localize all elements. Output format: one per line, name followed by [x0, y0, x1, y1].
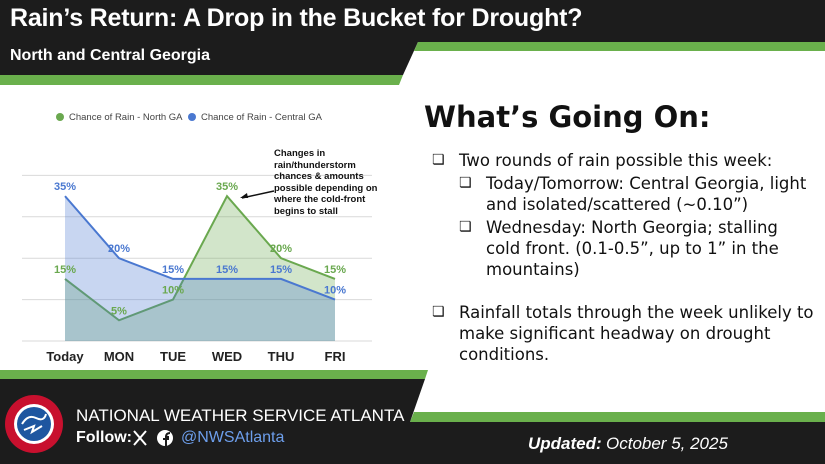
green-stripe	[0, 75, 403, 85]
green-stripe	[410, 412, 825, 422]
data-label: 15%	[216, 264, 238, 276]
data-label: 35%	[54, 181, 76, 193]
updated-label: Updated:	[528, 434, 602, 453]
data-label: 20%	[270, 243, 292, 255]
data-label: 15%	[162, 264, 184, 276]
annotation: Changes in rain/thunderstorm chances & a…	[274, 148, 378, 217]
area-fill	[65, 196, 335, 341]
sub-bullet-text: Wednesday: North Georgia; stalling cold …	[486, 218, 779, 279]
x-tick-label: MON	[104, 349, 134, 364]
bullet-icon: ❏	[459, 219, 472, 235]
footer-bar	[0, 379, 825, 464]
header-bar	[0, 0, 825, 42]
legend-label: Chance of Rain - Central GA	[201, 112, 323, 123]
legend-label: Chance of Rain - North GA	[69, 112, 183, 123]
bullet: ❏ Rainfall totals through the week unlike…	[432, 302, 817, 365]
data-label: 15%	[270, 264, 292, 276]
x-tick-label: TUE	[160, 349, 186, 364]
sub-bullet-text: Today/Tomorrow: Central Georgia, light a…	[486, 174, 807, 214]
plot-background	[0, 92, 400, 367]
data-label: 5%	[111, 305, 127, 317]
data-label: 35%	[216, 181, 238, 193]
bullet-icon: ❏	[432, 304, 445, 320]
x-tick-label: THU	[268, 349, 295, 364]
annotation-box: Changes in rain/thunderstorm chances & a…	[274, 148, 378, 217]
title: Rain’s Return: A Drop in the Bucket for …	[10, 4, 583, 32]
area-line	[64, 195, 336, 301]
sub-bullet: ❏ Today/Tomorrow: Central Georgia, light …	[459, 173, 817, 215]
area-line	[64, 194, 336, 322]
x-tick-label: WED	[212, 349, 242, 364]
office-name: NATIONAL WEATHER SERVICE ATLANTA	[76, 406, 405, 425]
bullet-text: Two rounds of rain possible this week:	[459, 151, 773, 170]
facebook-icon[interactable]	[157, 430, 173, 446]
green-stripe	[0, 370, 428, 379]
data-label: 20%	[108, 243, 130, 255]
subtitle: North and Central Georgia	[10, 47, 211, 64]
legend-swatch	[188, 113, 196, 121]
bullet-list: ❏ Two rounds of rain possible this week: ❏…	[432, 150, 817, 387]
follow-label: Follow:	[76, 429, 132, 446]
panel-heading: What’s Going On:	[424, 100, 711, 134]
bullet-text: Rainfall totals through the week unlikel…	[459, 303, 814, 364]
data-label: 15%	[54, 264, 76, 276]
nws-logo	[5, 395, 63, 453]
updated-date: October 5, 2025	[606, 434, 728, 453]
bullet-icon: ❏	[432, 152, 445, 168]
data-label: 15%	[324, 264, 346, 276]
chart: Chance of Rain - North GA Chance of Rain …	[0, 92, 400, 367]
legend-swatch	[56, 113, 64, 121]
data-label: 10%	[162, 285, 184, 297]
sub-bullet: ❏ Wednesday: North Georgia; stalling cold…	[459, 217, 817, 280]
annotation-arrowhead	[240, 193, 248, 198]
bullet-icon: ❏	[459, 175, 472, 191]
x-icon[interactable]	[133, 430, 147, 446]
bullet: ❏ Two rounds of rain possible this week: ❏…	[432, 150, 817, 280]
area-fill	[65, 196, 335, 341]
social-handle[interactable]: @NWSAtlanta	[181, 429, 285, 446]
green-stripe	[414, 42, 825, 51]
x-tick-label: Today	[46, 349, 84, 364]
data-label: 10%	[324, 285, 346, 297]
subtitle-bar	[0, 42, 418, 75]
x-tick-label: FRI	[325, 349, 346, 364]
